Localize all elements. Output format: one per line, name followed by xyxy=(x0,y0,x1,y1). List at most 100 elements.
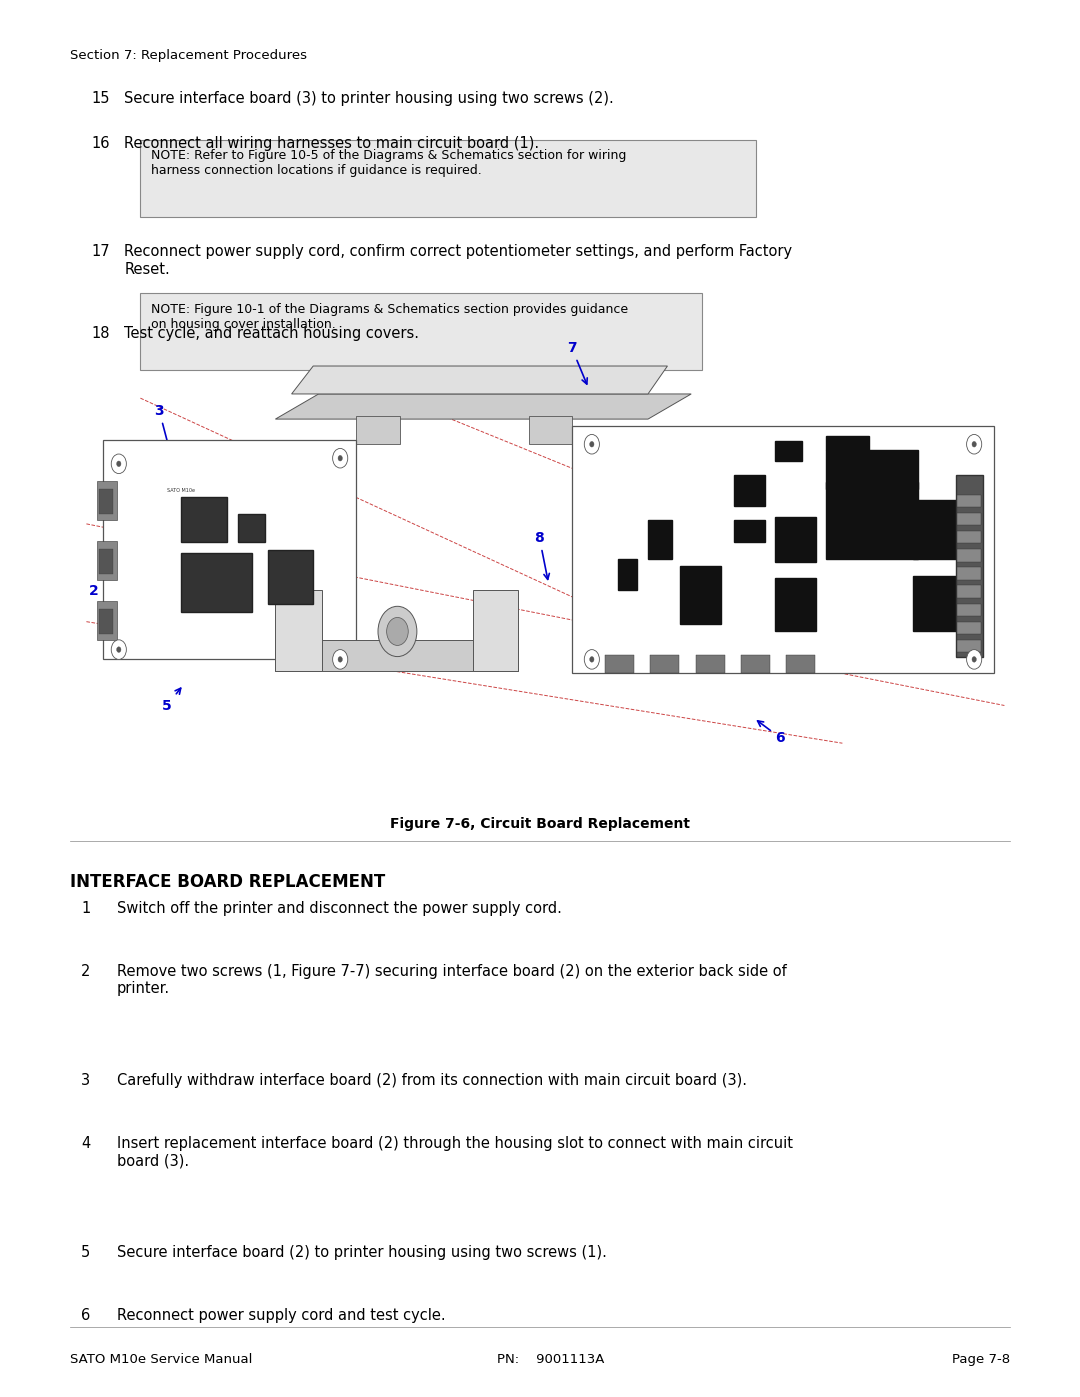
Bar xyxy=(826,436,869,450)
Text: Switch off the printer and disconnect the power supply cord.: Switch off the printer and disconnect th… xyxy=(117,901,562,916)
Bar xyxy=(99,489,113,514)
Text: 7: 7 xyxy=(567,341,588,384)
Bar xyxy=(734,520,765,542)
Bar xyxy=(97,481,117,520)
Bar xyxy=(775,578,816,631)
Circle shape xyxy=(967,650,982,669)
Bar xyxy=(956,475,983,657)
Text: 2: 2 xyxy=(81,964,91,979)
Bar xyxy=(826,450,918,489)
Text: Secure interface board (2) to printer housing using two screws (1).: Secure interface board (2) to printer ho… xyxy=(117,1245,607,1260)
Text: Reconnect all wiring harnesses to main circuit board (1).: Reconnect all wiring harnesses to main c… xyxy=(124,136,539,151)
Bar xyxy=(957,604,981,616)
Circle shape xyxy=(333,448,348,468)
Bar xyxy=(826,482,918,559)
Bar xyxy=(957,585,981,598)
Text: 3: 3 xyxy=(154,404,171,450)
Text: 4: 4 xyxy=(81,1136,91,1151)
Text: Reconnect power supply cord and test cycle.: Reconnect power supply cord and test cyc… xyxy=(117,1308,445,1323)
Circle shape xyxy=(972,441,976,447)
Bar xyxy=(786,655,815,673)
Circle shape xyxy=(584,650,599,669)
Text: NOTE: Figure 10-1 of the Diagrams & Schematics section provides guidance
on hous: NOTE: Figure 10-1 of the Diagrams & Sche… xyxy=(151,303,629,331)
Bar xyxy=(181,497,227,542)
Bar xyxy=(696,655,725,673)
Text: Carefully withdraw interface board (2) from its connection with main circuit boa: Carefully withdraw interface board (2) f… xyxy=(117,1073,746,1088)
Bar xyxy=(650,655,679,673)
Bar xyxy=(97,541,117,580)
Text: Insert replacement interface board (2) through the housing slot to connect with : Insert replacement interface board (2) t… xyxy=(117,1136,793,1168)
Text: Secure interface board (3) to printer housing using two screws (2).: Secure interface board (3) to printer ho… xyxy=(124,91,613,106)
Circle shape xyxy=(338,455,342,461)
Text: PN:    9001113A: PN: 9001113A xyxy=(497,1354,604,1366)
Bar xyxy=(238,514,265,542)
Bar xyxy=(648,520,672,559)
Text: 17: 17 xyxy=(92,244,110,260)
Bar xyxy=(957,640,981,652)
Circle shape xyxy=(967,434,982,454)
Polygon shape xyxy=(473,590,518,671)
Circle shape xyxy=(338,657,342,662)
Circle shape xyxy=(387,617,408,645)
Bar xyxy=(529,416,572,444)
Text: Figure 7-6, Circuit Board Replacement: Figure 7-6, Circuit Board Replacement xyxy=(390,817,690,831)
Circle shape xyxy=(972,657,976,662)
Bar xyxy=(957,549,981,562)
Bar xyxy=(775,441,802,461)
Circle shape xyxy=(590,441,594,447)
Bar xyxy=(913,500,967,559)
Circle shape xyxy=(590,657,594,662)
FancyBboxPatch shape xyxy=(140,140,756,217)
Bar xyxy=(99,549,113,574)
Text: Reconnect power supply cord, confirm correct potentiometer settings, and perform: Reconnect power supply cord, confirm cor… xyxy=(124,244,793,277)
Text: 4: 4 xyxy=(268,606,291,638)
Bar xyxy=(734,475,765,506)
Polygon shape xyxy=(103,440,356,659)
Polygon shape xyxy=(292,366,667,394)
Text: 15: 15 xyxy=(92,91,110,106)
Text: 16: 16 xyxy=(92,136,110,151)
Bar xyxy=(97,601,117,640)
Bar xyxy=(99,609,113,634)
Text: SATO M10e Service Manual: SATO M10e Service Manual xyxy=(70,1354,253,1366)
Bar xyxy=(741,655,770,673)
Text: 18: 18 xyxy=(92,326,110,341)
Bar xyxy=(181,553,252,612)
Bar xyxy=(913,576,967,631)
Circle shape xyxy=(117,461,121,467)
Circle shape xyxy=(584,434,599,454)
Circle shape xyxy=(378,606,417,657)
Bar xyxy=(957,531,981,543)
Text: 6: 6 xyxy=(81,1308,91,1323)
Polygon shape xyxy=(275,394,691,419)
Text: NOTE: Refer to Figure 10-5 of the Diagrams & Schematics section for wiring
harne: NOTE: Refer to Figure 10-5 of the Diagra… xyxy=(151,149,626,177)
Bar xyxy=(957,495,981,507)
Bar xyxy=(775,517,816,562)
Text: 5: 5 xyxy=(162,689,180,712)
Text: Test cycle, and reattach housing covers.: Test cycle, and reattach housing covers. xyxy=(124,326,419,341)
Text: 1: 1 xyxy=(948,517,982,545)
Text: 1: 1 xyxy=(81,901,91,916)
Bar xyxy=(268,550,313,604)
Circle shape xyxy=(111,454,126,474)
Circle shape xyxy=(117,647,121,652)
Bar xyxy=(618,559,637,590)
Bar xyxy=(957,513,981,525)
Text: 8: 8 xyxy=(535,531,550,580)
Bar xyxy=(957,622,981,634)
Text: Page 7-8: Page 7-8 xyxy=(951,1354,1010,1366)
Text: 6: 6 xyxy=(757,721,785,745)
FancyBboxPatch shape xyxy=(140,293,702,370)
Polygon shape xyxy=(275,590,322,671)
Circle shape xyxy=(333,650,348,669)
Circle shape xyxy=(111,640,126,659)
Text: SATO M10e: SATO M10e xyxy=(167,488,195,493)
Bar xyxy=(957,567,981,580)
Bar xyxy=(605,655,634,673)
Text: 2: 2 xyxy=(89,584,114,620)
Bar xyxy=(680,566,721,624)
Polygon shape xyxy=(572,426,994,673)
Text: 3: 3 xyxy=(81,1073,90,1088)
Text: INTERFACE BOARD REPLACEMENT: INTERFACE BOARD REPLACEMENT xyxy=(70,873,386,891)
Text: Section 7: Replacement Procedures: Section 7: Replacement Procedures xyxy=(70,49,307,61)
